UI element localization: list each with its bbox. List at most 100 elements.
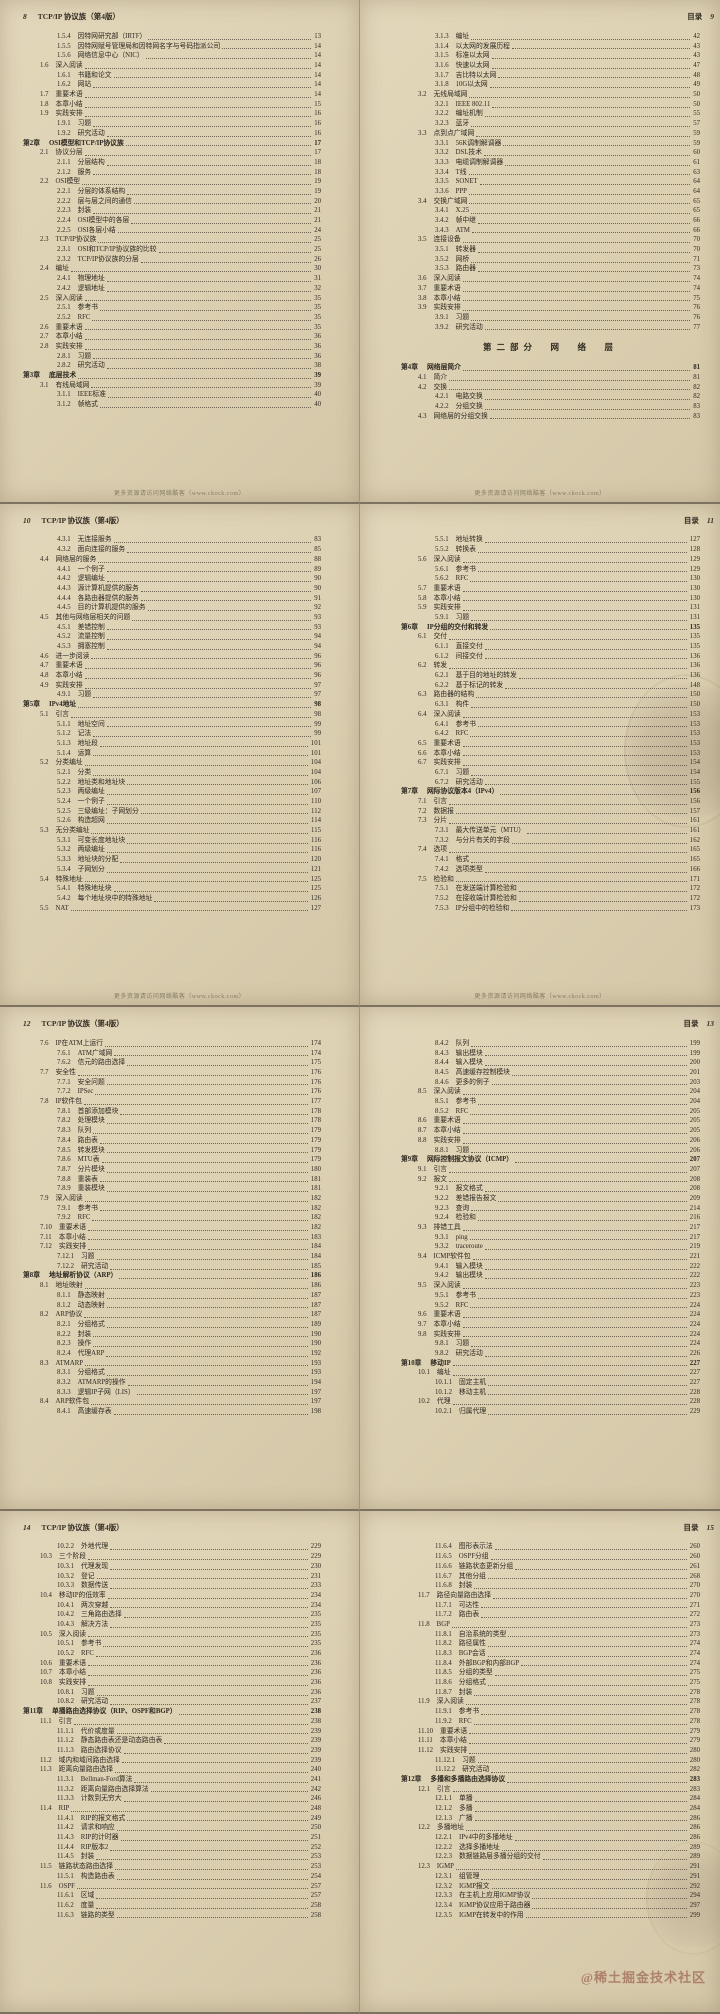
folio-number: 9 bbox=[710, 12, 714, 21]
toc-entry-row: 11.3.3 计数到无穷大 246 bbox=[23, 1794, 321, 1804]
section-title: 链路状态更新分组 bbox=[458, 1562, 514, 1570]
section-title: 习题 bbox=[77, 691, 92, 699]
section-title: 路由器 bbox=[455, 265, 476, 273]
toc-entry-row: 12.1 引言 283 bbox=[401, 1785, 700, 1795]
section-title: 服务 bbox=[77, 168, 92, 176]
dot-leader bbox=[481, 1878, 687, 1880]
toc-entry-row: 3.2.2 编址机制 55 bbox=[401, 110, 700, 120]
site-watermark: 更多资源请访问网络酷客（www.ckock.com） bbox=[113, 994, 246, 1000]
toc-entry-row: 10.8 实践安排 236 bbox=[23, 1678, 321, 1688]
page-number: 36 bbox=[314, 352, 321, 360]
section-number: 9.6 bbox=[418, 1311, 427, 1319]
page-number: 239 bbox=[310, 1727, 321, 1735]
toc-entry-row: 11.3.1 Bellman-Ford算法 241 bbox=[23, 1775, 321, 1785]
page-number: 172 bbox=[689, 885, 700, 893]
toc-entry-row: 5.9.1 习题 131 bbox=[401, 613, 700, 623]
section-title: 电路交换 bbox=[455, 393, 483, 401]
section-title: 处理模块 bbox=[77, 1117, 105, 1125]
toc-entry-row: 11.10 重要术语 279 bbox=[401, 1727, 700, 1737]
page-number: 235 bbox=[310, 1611, 321, 1619]
section-number: 11.11 bbox=[418, 1737, 433, 1745]
section-title: 网桥 bbox=[455, 255, 470, 263]
section-title: 报文 bbox=[433, 1175, 448, 1183]
section-title: ARP软件包 bbox=[55, 1398, 90, 1406]
page-header: 12 TCP/IP 协议族（第4版） bbox=[23, 1018, 321, 1029]
section-title: 重装模块 bbox=[77, 1185, 105, 1193]
section-number: 5.3.4 bbox=[57, 865, 71, 873]
page-number: 286 bbox=[689, 1834, 700, 1842]
section-title: 动态映射 bbox=[77, 1301, 105, 1309]
section-number: 11.4.5 bbox=[57, 1853, 74, 1861]
page-number: 101 bbox=[310, 749, 321, 757]
section-number: 11.2 bbox=[40, 1756, 52, 1764]
toc-label: 目录 bbox=[683, 1522, 699, 1532]
dot-leader bbox=[83, 1103, 308, 1105]
section-number: 11.7.1 bbox=[435, 1601, 452, 1609]
section-title: 本章小结 bbox=[433, 1320, 461, 1328]
dot-leader bbox=[93, 735, 312, 737]
dot-leader bbox=[477, 1220, 687, 1222]
dot-leader bbox=[106, 794, 308, 796]
dot-leader bbox=[93, 1346, 308, 1347]
section-title: RIP的报文格式 bbox=[80, 1814, 126, 1822]
page-number: 176 bbox=[310, 1088, 321, 1096]
toc-entry-row: 4.5.2 流量控制 94 bbox=[23, 632, 321, 642]
page-number: 91 bbox=[314, 594, 321, 602]
section-number: 8.4.6 bbox=[435, 1078, 449, 1086]
section-title: 深入阅读 bbox=[436, 1698, 464, 1706]
section-title: IPSec bbox=[77, 1088, 94, 1096]
toc-entry-row: 11.6.6 链路状态更新分组 261 bbox=[401, 1562, 700, 1572]
section-number: 2.4.1 bbox=[57, 275, 71, 283]
dot-leader bbox=[470, 580, 687, 582]
section-title: 两次穿越 bbox=[81, 1601, 109, 1609]
scanned-page-13: 目录 13 8.4.2 队列 199 8.4.3 输出模块 199 8.4.4 输入模块 200 8.… bbox=[360, 1007, 720, 1511]
section-title: 地址空间 bbox=[77, 720, 105, 728]
toc-chapter-row: 第4章 网络层简介 81 bbox=[401, 363, 700, 373]
section-number: 2.2.2 bbox=[57, 197, 71, 205]
dot-leader bbox=[469, 1733, 687, 1735]
page-number: 173 bbox=[689, 904, 700, 912]
dot-leader bbox=[119, 1278, 308, 1280]
page-number: 257 bbox=[310, 1892, 321, 1900]
section-number: 3.9 bbox=[418, 304, 427, 312]
page-number: 130 bbox=[689, 584, 700, 592]
dot-leader bbox=[511, 910, 687, 912]
section-number: 2.1.1 bbox=[57, 158, 71, 166]
toc-entry-row: 7.4 选项 165 bbox=[401, 846, 700, 856]
section-title: 转发 bbox=[433, 662, 448, 670]
section-title: DSL技术 bbox=[455, 149, 483, 157]
section-title: 封装 bbox=[458, 1582, 473, 1590]
dot-leader bbox=[106, 368, 312, 370]
dot-leader bbox=[470, 735, 687, 737]
section-number: 3.8 bbox=[418, 294, 427, 302]
page-number: 64 bbox=[693, 178, 700, 186]
section-number: 10.4.3 bbox=[57, 1620, 74, 1628]
section-title: 两级编址 bbox=[77, 846, 105, 854]
dot-leader bbox=[92, 319, 312, 321]
section-title: 分组格式 bbox=[77, 1369, 105, 1377]
dot-leader bbox=[140, 261, 312, 263]
dot-leader bbox=[462, 1287, 687, 1289]
page-number: 275 bbox=[689, 1669, 700, 1677]
section-number: 10.3 bbox=[40, 1553, 52, 1561]
toc-entry-row: 10.7 本章小结 236 bbox=[23, 1668, 321, 1678]
dot-leader bbox=[84, 668, 312, 670]
section-title: 选项 bbox=[433, 846, 448, 854]
toc-entry-row: 6.1.2 间接交付 136 bbox=[401, 652, 700, 662]
page-number: 223 bbox=[689, 1282, 700, 1290]
toc-entry-row: 11.2 域内和域间路由选择 239 bbox=[23, 1756, 321, 1766]
page-number: 39 bbox=[314, 372, 321, 380]
page-number: 17 bbox=[314, 149, 321, 157]
section-title: 三角路由选择 bbox=[81, 1611, 122, 1619]
section-title: 子网划分 bbox=[77, 865, 105, 873]
section-title: 重要术语 bbox=[55, 91, 83, 99]
toc-entry-row: 7.8.9 重装模块 181 bbox=[23, 1184, 321, 1194]
dot-leader bbox=[71, 1810, 308, 1812]
page-number: 253 bbox=[310, 1853, 321, 1861]
dot-leader bbox=[477, 551, 687, 553]
toc-entry-row: 5.9 实践安排 131 bbox=[401, 603, 700, 613]
section-title: 移动IP bbox=[430, 1359, 451, 1367]
dot-leader bbox=[82, 184, 312, 185]
dot-leader bbox=[96, 1859, 308, 1861]
section-title: 习题 bbox=[455, 1146, 470, 1154]
